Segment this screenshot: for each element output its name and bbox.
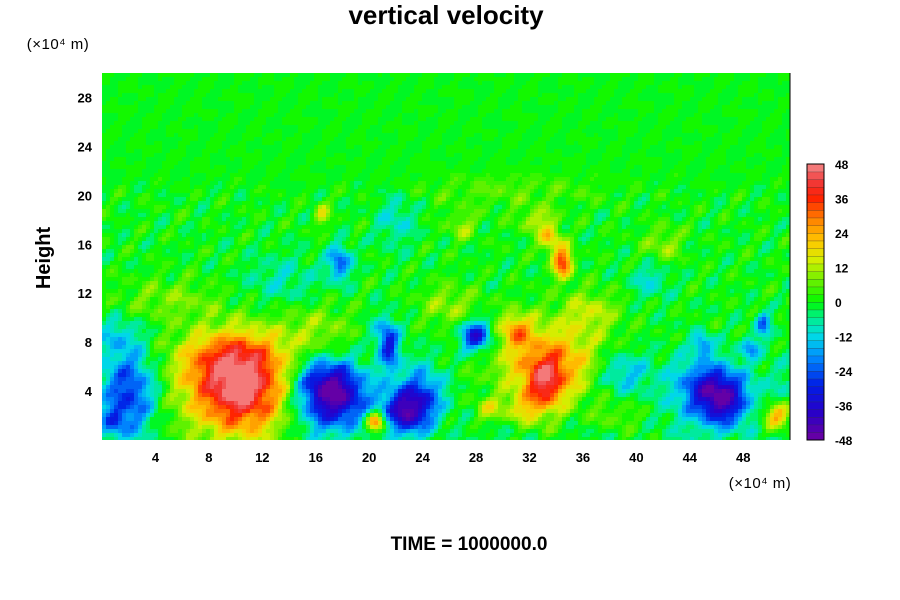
colorbar-tick-label: 24 [835,227,849,241]
colorbar-tick-label: 12 [835,262,849,276]
colorbar-swatches [806,163,825,441]
y-axis-label: Height [33,227,55,290]
y-axis-unit: (×10⁴ m) [27,36,90,53]
y-tick-label: 8 [85,335,92,350]
colorbar-tick-label: -48 [835,434,853,448]
colorbar-swatch [806,271,825,280]
x-axis-unit: (×10⁴ m) [729,475,792,492]
colorbar-swatch [806,386,825,395]
colorbar-swatch [806,347,825,357]
colorbar-swatch [806,409,825,418]
x-tick-label: 4 [152,450,160,465]
colorbar-swatch [806,240,825,249]
x-tick-label: 28 [469,450,483,465]
colorbar-swatch [806,186,825,196]
colorbar-swatch [806,232,825,242]
x-tick-label: 20 [362,450,376,465]
colorbar-swatch [806,393,825,403]
colorbar-swatch [806,194,825,203]
y-tick-label: 16 [78,237,92,252]
colorbar-ticks: 48 36 24 12 0 -12 -24 -36 -48 [835,158,853,448]
x-tick-label: 12 [255,450,269,465]
colorbar-swatch [806,179,825,188]
colorbar-tick-label: 36 [835,193,849,207]
colorbar-swatch [806,309,825,318]
colorbar-swatch [806,171,825,180]
x-axis-ticks: 4 8 12 16 20 24 28 32 36 40 44 48 [152,450,751,465]
velocity-field [102,73,790,440]
plot-area [102,73,791,440]
colorbar-swatch [806,294,825,303]
x-tick-label: 40 [629,450,643,465]
colorbar: 48 36 24 12 0 -12 -24 -36 -48 [806,158,853,448]
colorbar-swatch [806,340,825,349]
colorbar-swatch [806,301,825,311]
colorbar-swatch [806,324,825,334]
colorbar-swatch [806,163,825,173]
chart-title: vertical velocity [348,0,544,30]
x-tick-label: 16 [309,450,323,465]
colorbar-swatch [806,317,825,326]
colorbar-swatch [806,202,825,211]
colorbar-swatch [806,225,825,234]
colorbar-swatch [806,401,825,410]
colorbar-swatch [806,255,825,265]
colorbar-swatch [806,286,825,295]
y-tick-label: 24 [78,139,93,154]
colorbar-swatch [806,424,825,433]
colorbar-swatch [806,332,825,341]
colorbar-swatch [806,416,825,426]
y-axis-ticks: 4 8 12 16 20 24 28 [78,90,93,399]
y-tick-label: 12 [78,286,92,301]
y-tick-label: 28 [78,90,92,105]
x-tick-label: 32 [522,450,536,465]
colorbar-swatch [806,378,825,387]
colorbar-swatch [806,355,825,364]
x-tick-label: 48 [736,450,750,465]
colorbar-swatch [806,263,825,272]
x-tick-label: 36 [576,450,590,465]
colorbar-tick-label: -12 [835,331,853,345]
colorbar-frame [806,163,825,441]
time-label: TIME = 1000000.0 [391,534,548,555]
colorbar-swatch [806,248,825,257]
colorbar-swatch [806,209,825,219]
colorbar-tick-label: 0 [835,296,842,310]
colorbar-swatch [806,363,825,372]
colorbar-swatch [806,278,825,288]
y-tick-label: 20 [78,188,92,203]
colorbar-swatch [806,217,825,226]
colorbar-swatch [806,432,825,441]
colorbar-tick-label: -24 [835,365,853,379]
colorbar-tick-label: -36 [835,400,853,414]
y-tick-label: 4 [85,384,93,399]
x-tick-label: 8 [205,450,212,465]
colorbar-tick-label: 48 [835,158,849,172]
colorbar-swatch [806,370,825,380]
x-tick-label: 24 [415,450,430,465]
x-tick-label: 44 [683,450,698,465]
